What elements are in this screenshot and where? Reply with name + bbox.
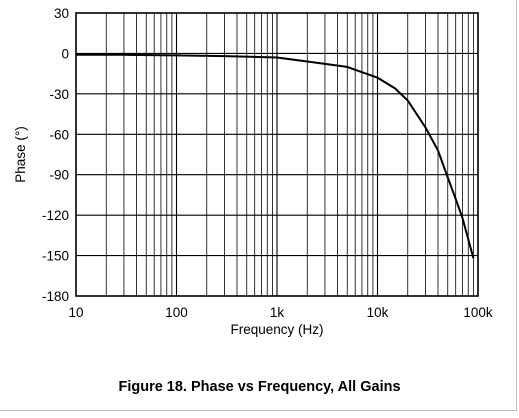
x-tick-label: 10k [367, 305, 389, 320]
series-layer [76, 53, 475, 259]
y-tick-label: 0 [61, 46, 69, 61]
figure-frame [0, 0, 517, 411]
x-tick-label: 100k [463, 305, 493, 320]
y-axis-label: Phase (°) [13, 126, 28, 182]
x-axis-ticks: 10 100 1k 10k 100k [68, 305, 492, 320]
y-tick-label: -60 [49, 127, 69, 142]
y-axis-ticks: 30 0 -30 -60 -90 -120 -150 -180 [42, 6, 69, 304]
y-tick-label: -150 [42, 249, 69, 264]
y-tick-label: -180 [42, 289, 69, 304]
x-axis-label: Frequency (Hz) [230, 322, 323, 337]
y-tick-label: -90 [49, 168, 69, 183]
x-tick-label: 1k [270, 305, 285, 320]
grid [76, 13, 478, 296]
figure-caption: Figure 18. Phase vs Frequency, All Gains [118, 379, 401, 395]
phase-curve [76, 53, 475, 259]
y-tick-label: -30 [49, 87, 69, 102]
x-tick-label: 10 [68, 305, 83, 320]
plot-area [75, 12, 479, 297]
y-tick-label: -120 [42, 208, 69, 223]
x-tick-label: 100 [165, 305, 188, 320]
y-tick-label: 30 [54, 6, 69, 21]
